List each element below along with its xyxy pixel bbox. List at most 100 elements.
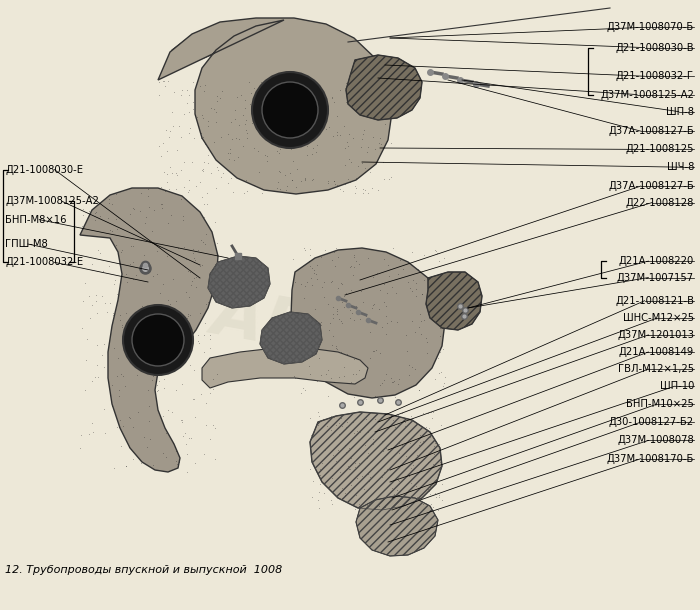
Point bbox=[136, 301, 148, 311]
Point bbox=[105, 224, 116, 234]
Point bbox=[183, 176, 195, 185]
Point bbox=[358, 86, 369, 96]
Point bbox=[433, 492, 444, 502]
Point bbox=[435, 420, 447, 429]
Point bbox=[407, 485, 418, 495]
Point bbox=[164, 466, 175, 476]
Point bbox=[198, 449, 209, 459]
Point bbox=[307, 174, 318, 184]
Point bbox=[370, 144, 381, 154]
Point bbox=[274, 167, 285, 176]
Point bbox=[344, 177, 356, 187]
Point bbox=[199, 199, 210, 209]
Point bbox=[412, 450, 423, 459]
Point bbox=[210, 184, 221, 193]
Polygon shape bbox=[208, 256, 270, 308]
Point bbox=[389, 392, 400, 402]
Point bbox=[300, 281, 311, 290]
Point bbox=[233, 120, 244, 130]
Point bbox=[188, 104, 199, 113]
Point bbox=[344, 464, 356, 473]
Point bbox=[128, 204, 139, 214]
Point bbox=[298, 383, 309, 393]
Point bbox=[375, 91, 386, 101]
Point bbox=[271, 146, 282, 156]
Point bbox=[177, 417, 188, 427]
Point bbox=[312, 495, 323, 505]
Point bbox=[199, 81, 211, 90]
Point bbox=[120, 269, 132, 279]
Point bbox=[310, 270, 321, 279]
Point bbox=[179, 262, 190, 271]
Point bbox=[196, 165, 207, 174]
Point bbox=[370, 414, 381, 424]
Point bbox=[292, 164, 303, 174]
Point bbox=[340, 179, 351, 189]
Point bbox=[144, 416, 155, 426]
Point bbox=[237, 141, 248, 151]
Point bbox=[414, 309, 426, 319]
Point bbox=[218, 168, 229, 178]
Point bbox=[424, 432, 435, 442]
Point bbox=[170, 184, 181, 193]
Point bbox=[421, 337, 433, 346]
Point bbox=[110, 215, 121, 224]
Point bbox=[334, 371, 345, 381]
Point bbox=[162, 76, 174, 86]
Point bbox=[436, 299, 447, 309]
Point bbox=[94, 248, 106, 258]
Point bbox=[407, 247, 418, 257]
Point bbox=[163, 132, 174, 142]
Point bbox=[330, 420, 342, 430]
Point bbox=[326, 499, 337, 509]
Point bbox=[195, 177, 206, 187]
Point bbox=[424, 489, 435, 498]
Point bbox=[326, 93, 337, 103]
Point bbox=[188, 134, 199, 143]
Point bbox=[316, 459, 328, 468]
Point bbox=[311, 260, 322, 270]
Point bbox=[393, 428, 404, 438]
Point bbox=[368, 434, 379, 444]
Point bbox=[188, 365, 199, 375]
Point bbox=[382, 288, 393, 298]
Point bbox=[320, 124, 331, 134]
Point bbox=[117, 320, 128, 330]
Point bbox=[153, 376, 164, 386]
Point bbox=[127, 241, 139, 251]
Point bbox=[407, 432, 418, 442]
Point bbox=[162, 295, 173, 305]
Point bbox=[303, 361, 314, 371]
Point bbox=[108, 308, 119, 318]
Point bbox=[356, 98, 368, 108]
Point bbox=[416, 289, 427, 298]
Point bbox=[90, 296, 101, 306]
Point bbox=[298, 317, 309, 326]
Point bbox=[307, 149, 318, 159]
Point bbox=[349, 354, 360, 364]
Point bbox=[328, 96, 339, 106]
Point bbox=[341, 349, 352, 359]
Point bbox=[347, 417, 358, 426]
Point bbox=[228, 187, 239, 196]
Point bbox=[175, 90, 186, 99]
Point bbox=[102, 307, 113, 317]
Point bbox=[142, 385, 153, 395]
Point bbox=[136, 458, 147, 468]
Point bbox=[166, 210, 177, 220]
Point bbox=[115, 310, 126, 320]
Point bbox=[241, 115, 252, 125]
Point bbox=[340, 440, 351, 450]
Text: Д21-1008032-Е: Д21-1008032-Е bbox=[5, 257, 83, 267]
Point bbox=[106, 380, 118, 390]
Point bbox=[201, 229, 212, 239]
Point bbox=[224, 148, 235, 158]
Point bbox=[384, 174, 395, 184]
Point bbox=[230, 134, 241, 143]
Point bbox=[240, 175, 251, 185]
Point bbox=[299, 385, 310, 395]
Point bbox=[377, 157, 388, 167]
Point bbox=[186, 276, 197, 286]
Point bbox=[295, 109, 307, 118]
Point bbox=[183, 187, 194, 197]
